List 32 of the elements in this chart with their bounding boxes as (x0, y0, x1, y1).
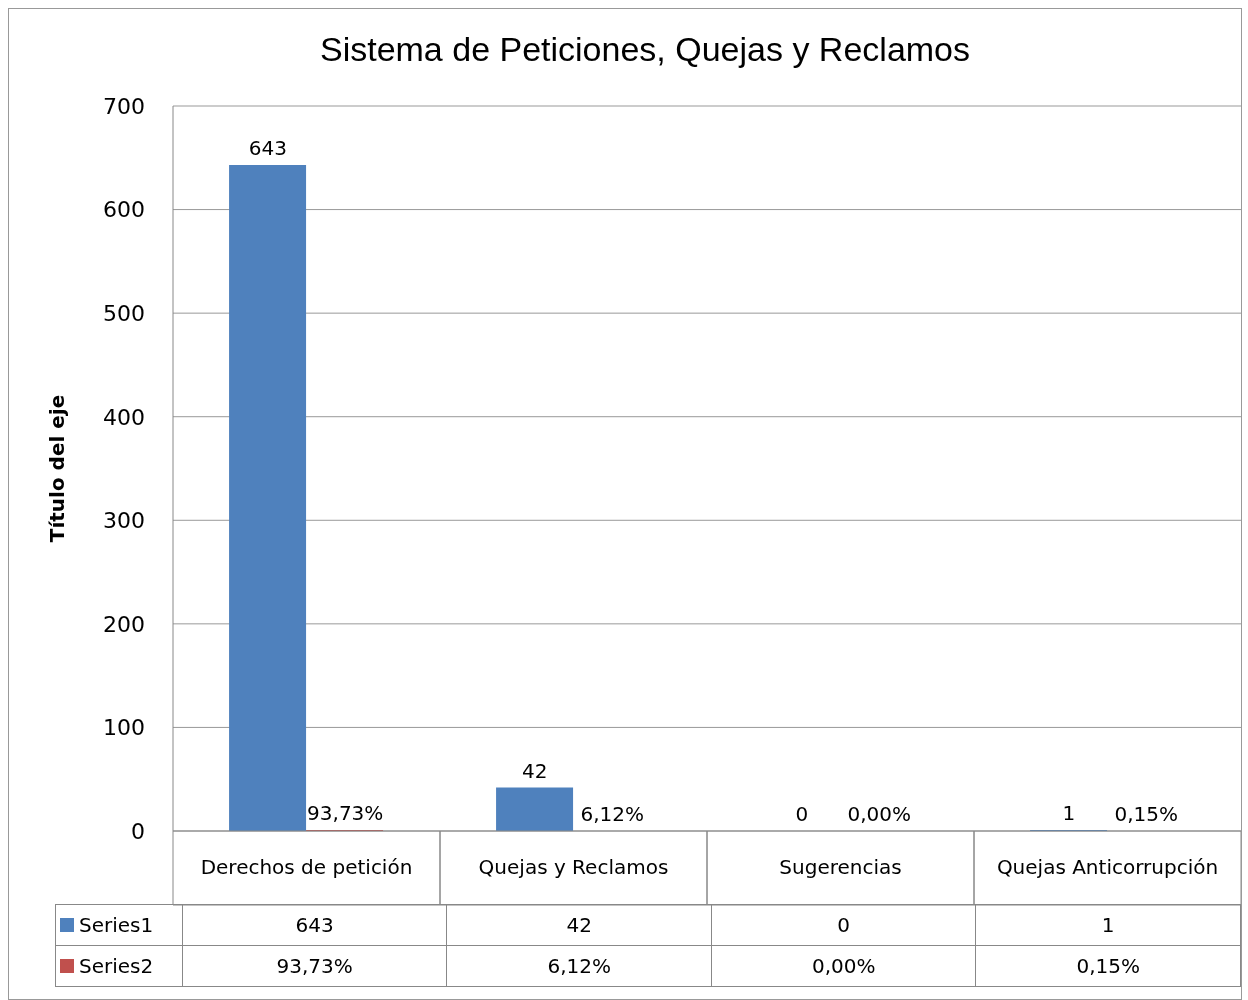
text: 42 (522, 758, 548, 783)
data-label: 93,73% (182, 945, 447, 987)
x-tick-label: Derechos de petición (200, 855, 413, 880)
data-label: 0,00% (711, 945, 976, 987)
y-tick-label: 400 (103, 404, 145, 430)
y-tick-label: 0 (131, 818, 145, 844)
text: 6,12% (580, 801, 644, 826)
data-label: 42 (446, 904, 712, 946)
x-tick-label: Quejas y Reclamos (478, 855, 669, 880)
y-tick-label: 500 (103, 300, 145, 326)
y-tick-label: 200 (103, 611, 145, 637)
text: 643 (248, 136, 287, 161)
y-tick-label: 700 (103, 93, 145, 119)
y-tick-label: 100 (103, 715, 145, 741)
legend-label: Series2 (55, 945, 183, 987)
text: 93,73% (307, 801, 384, 826)
data-label: 6,12% (446, 945, 712, 987)
text: 0 (795, 802, 809, 826)
x-tick-label: Quejas Anticorrupción (996, 855, 1219, 880)
y-tick-label: 600 (103, 197, 145, 223)
text: 1 (1062, 800, 1076, 825)
data-label: 1 (975, 904, 1241, 946)
y-axis-title: Título del eje (45, 394, 70, 543)
text: 0,15% (1114, 802, 1178, 826)
y-tick-label: 300 (103, 508, 145, 534)
data-label: 643 (182, 904, 447, 946)
data-label: 0,15% (975, 945, 1241, 987)
x-tick-label: Sugerencias (779, 855, 902, 880)
data-label: 0 (711, 904, 976, 946)
text: 0,00% (847, 802, 911, 826)
chart-title: Sistema de Peticiones, Quejas y Reclamos (319, 30, 971, 68)
legend-label: Series1 (55, 904, 183, 946)
